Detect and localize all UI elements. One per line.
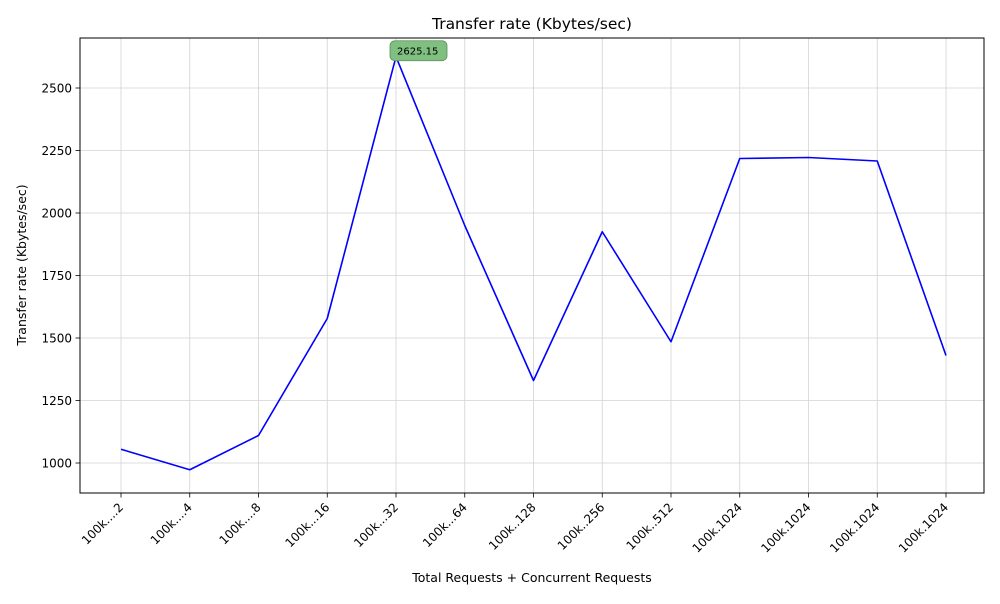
series-layer <box>120 55 947 471</box>
y-tick-label: 1750 <box>41 269 72 283</box>
annotation-box <box>389 40 448 62</box>
annotation-layer: 2625.15 <box>389 40 448 62</box>
y-tick-label: 2500 <box>41 82 72 96</box>
grid <box>80 38 984 493</box>
y-tick-label: 1500 <box>41 332 72 346</box>
y-tick-label: 2250 <box>41 144 72 158</box>
series-line <box>120 55 947 471</box>
plot-frame <box>79 37 985 494</box>
y-axis-label: Transfer rate (Kbytes/sec) <box>14 184 29 346</box>
y-tick-label: 1000 <box>41 457 72 471</box>
chart-title: Transfer rate (Kbytes/sec) <box>431 15 632 33</box>
y-tick-label: 2000 <box>41 207 72 221</box>
x-axis-label: Total Requests + Concurrent Requests <box>411 570 652 585</box>
y-tick-label: 1250 <box>41 394 72 408</box>
annotation-label: 2625.15 <box>397 47 438 58</box>
